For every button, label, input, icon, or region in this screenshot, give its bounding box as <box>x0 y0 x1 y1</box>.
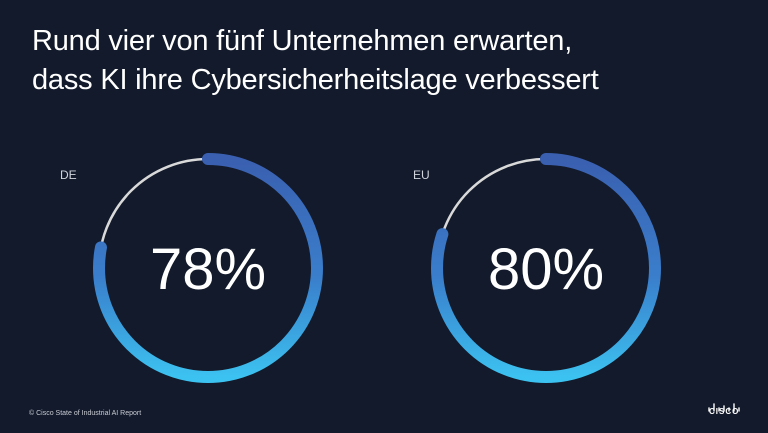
title-line-1: Rund vier von fünf Unternehmen erwarten, <box>32 25 573 57</box>
donut-arc-eu <box>431 153 661 383</box>
page-title: Rund vier von fünf Unternehmen erwarten,… <box>32 22 599 100</box>
value-label-de: 78% <box>150 237 266 302</box>
region-label-eu: EU <box>413 168 430 182</box>
cisco-logo-icon <box>708 403 740 412</box>
region-label-de: DE <box>60 168 77 182</box>
cisco-logo-text: CISCO <box>709 407 740 416</box>
title-line-2: dass KI ihre Cybersicherheitslage verbes… <box>32 64 599 96</box>
value-label-eu: 80% <box>488 237 604 302</box>
donut-arc-de <box>93 153 323 383</box>
source-footnote: © Cisco State of Industrial AI Report <box>29 410 142 417</box>
